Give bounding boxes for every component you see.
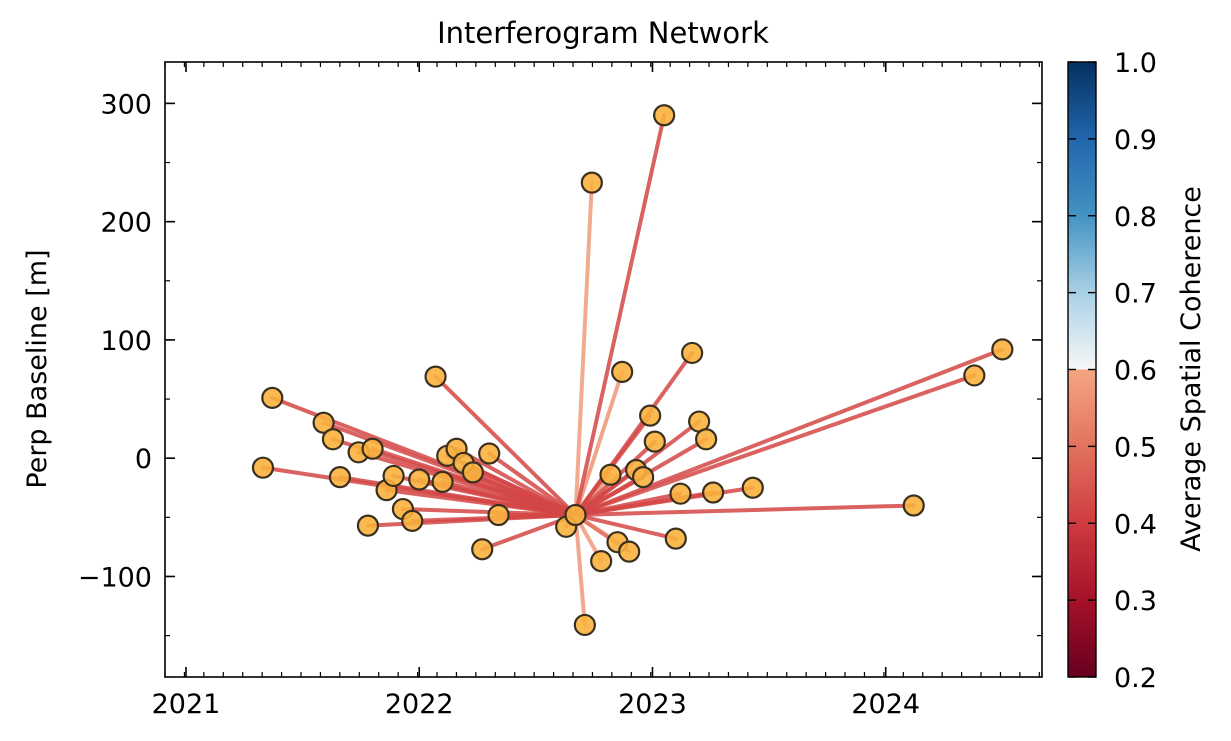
edge-35 [573,512,678,541]
edge-28 [573,369,625,517]
colorbar-tick-label-0.6: 0.6 [1114,356,1157,387]
node-36 [669,482,692,505]
colorbar-tick-label-1.0: 1.0 [1114,48,1157,79]
colorbar-tick-label-0.7: 0.7 [1114,279,1157,310]
node-21 [487,503,510,527]
edge-37 [573,350,695,517]
chart-title: Interferogram Network [437,16,769,50]
y-axis-label: Perp Baseline [m] [22,249,53,488]
plot-frame [164,61,1043,678]
node-23 [573,613,596,637]
node-41 [741,476,764,499]
node-34 [653,104,676,127]
node-29 [618,540,641,563]
node-3 [321,428,345,451]
node-12 [408,468,431,491]
node-28 [611,360,634,383]
colorbar-tick-label-0.3: 0.3 [1114,586,1157,617]
edge-18 [470,470,578,517]
edge-14 [440,479,578,517]
y-tick-label-300: 300 [100,89,152,120]
colorbar-tick-label-0.2: 0.2 [1114,663,1157,694]
node-44 [991,338,1014,361]
y-tick-label-100: 100 [100,326,152,357]
node-14 [431,470,454,493]
node-40 [702,481,725,504]
colorbar-ticks: 0.2 0.3 0.4 0.5 0.6 0.7 0.8 0.9 1.0 [1068,48,1157,694]
node-9 [382,464,405,488]
colorbar-tick-label-0.5: 0.5 [1114,432,1157,463]
acquisition-nodes [251,104,1014,637]
node-6 [356,514,380,537]
edge-42 [573,503,916,517]
edge-24 [573,180,594,517]
edge-20 [487,451,578,517]
edge-34 [573,113,667,517]
x-tick-label-2023: 2023 [618,689,687,720]
node-13 [424,365,447,388]
node-0 [251,456,275,479]
y-tick-label--100: −100 [78,562,152,593]
y-tick-label-200: 200 [100,208,152,239]
node-20 [478,442,501,465]
x-tick-label-2024: 2024 [851,689,920,720]
node-39 [695,428,718,451]
node-31 [632,466,655,489]
node-26 [599,463,622,486]
node-45 [564,503,587,527]
node-19 [471,538,494,561]
node-37 [681,341,704,365]
node-42 [902,494,925,517]
node-24 [580,171,603,194]
node-2 [312,411,335,434]
x-tick-label-2021: 2021 [152,689,221,720]
node-25 [590,549,613,573]
node-18 [461,461,484,484]
edge-23 [573,512,587,627]
y-axis-ticks: −100 0 100 200 300 [78,89,1042,637]
y-tick-label-0: 0 [135,444,152,475]
edge-8 [384,488,578,517]
node-11 [401,509,424,532]
node-4 [328,466,352,489]
x-axis-ticks: 2021 2022 2023 2024 [152,62,1040,720]
node-43 [963,364,986,387]
node-35 [664,527,687,550]
node-33 [643,430,666,453]
edge-13 [433,374,578,517]
colorbar-tick-label-0.9: 0.9 [1114,125,1157,156]
edge-43 [573,373,977,517]
colorbar-label: Average Spatial Coherence [1176,186,1207,552]
node-1 [261,386,284,409]
colorbar-tick-label-0.8: 0.8 [1114,202,1157,233]
colorbar-tick-label-0.4: 0.4 [1114,509,1157,540]
x-tick-label-2022: 2022 [385,689,454,720]
node-32 [639,404,662,427]
node-7 [361,437,384,460]
